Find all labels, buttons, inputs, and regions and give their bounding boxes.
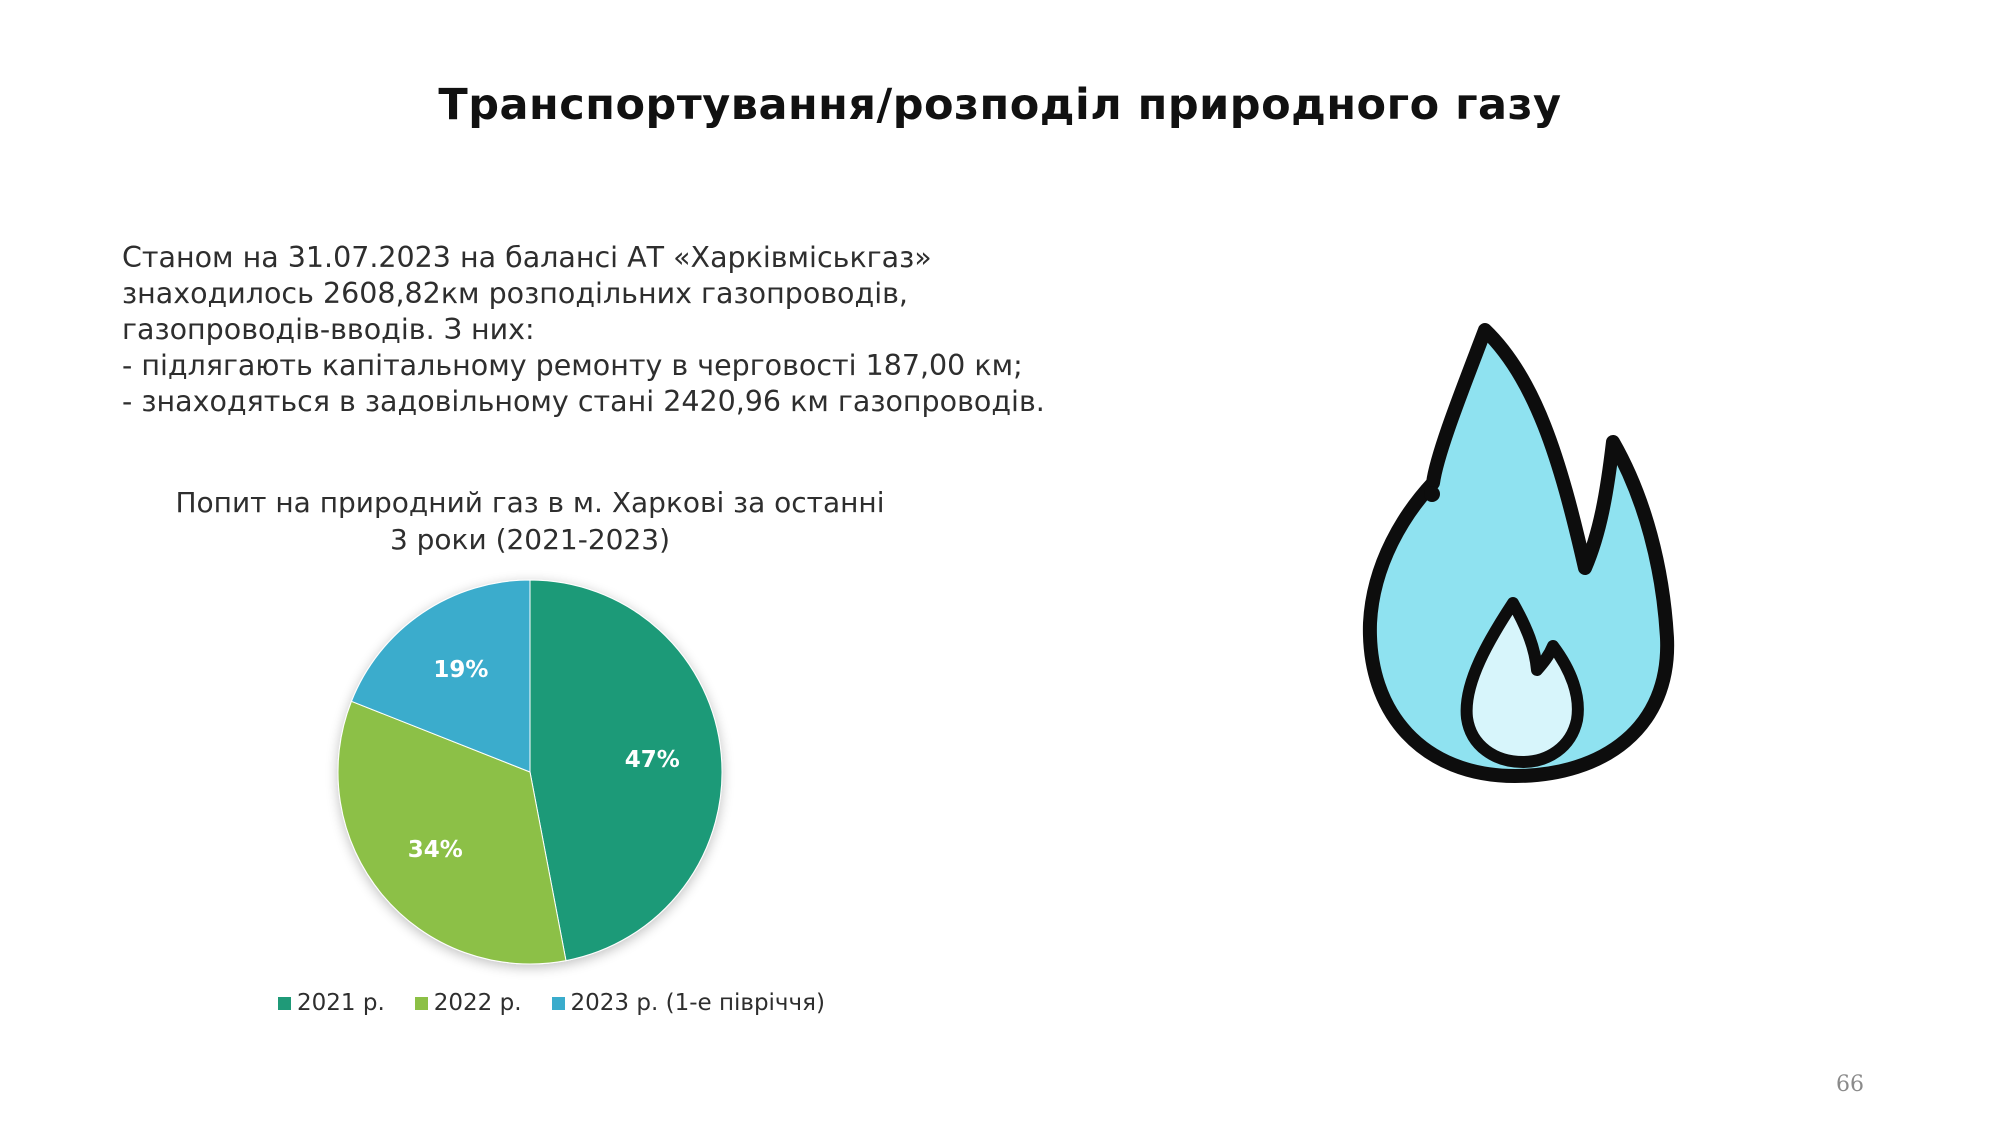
flame-icon — [1362, 323, 1675, 783]
pie-slices — [337, 579, 723, 965]
legend-label: 2021 р. — [297, 990, 385, 1016]
body-line: Станом на 31.07.2023 на балансі АТ «Харк… — [122, 241, 932, 274]
legend-swatch — [278, 996, 291, 1010]
chart-title-line: 3 роки (2021-2023) — [389, 523, 671, 556]
chart-title-line: Попит на природний газ в м. Харкові за о… — [175, 486, 885, 519]
body-line: - знаходяться в задовільному стані 2420,… — [122, 385, 1045, 418]
legend-item-2023: 2023 р. (1-е півріччя) — [551, 990, 825, 1016]
chart-title: Попит на природний газ в м. Харкові за о… — [130, 484, 930, 558]
pie-data-label-1: 47% — [625, 747, 680, 773]
legend-swatch — [551, 996, 565, 1010]
legend-item-2021: 2021 р. — [278, 990, 385, 1016]
pie-slice-1 — [529, 579, 723, 962]
pie-data-label-2: 34% — [408, 837, 463, 863]
slide-title: Транспортування/розподіл природного газу — [438, 80, 1562, 130]
flame-spark-dot — [1424, 486, 1440, 502]
page-number: 66 — [1836, 1072, 1864, 1097]
pie-data-label-3: 19% — [433, 657, 488, 683]
legend-swatch — [414, 996, 428, 1010]
pie-slice-3 — [350, 579, 531, 773]
legend-label: 2022 р. — [433, 990, 522, 1016]
legend-item-2022: 2022 р. — [414, 990, 522, 1016]
pie-slice-2 — [337, 700, 567, 965]
chart-legend: 2021 р. 2022 р. 2023 р. (1-е півріччя) — [278, 990, 855, 1016]
legend-label: 2023 р. (1-е півріччя) — [570, 990, 825, 1016]
body-line: знаходилось 2608,82км розподільних газоп… — [122, 277, 908, 310]
body-line: газопроводів-вводів. З них: — [122, 313, 535, 346]
pie-data-labels: 47% 34% 19% — [408, 657, 680, 863]
pie-chart: 47% 34% 19% — [337, 579, 723, 965]
body-text: Станом на 31.07.2023 на балансі АТ «Харк… — [122, 240, 1122, 420]
flame-inner — [1460, 597, 1584, 768]
flame-outer — [1362, 323, 1675, 783]
body-line: - підлягають капітальному ремонту в черг… — [122, 349, 1023, 382]
